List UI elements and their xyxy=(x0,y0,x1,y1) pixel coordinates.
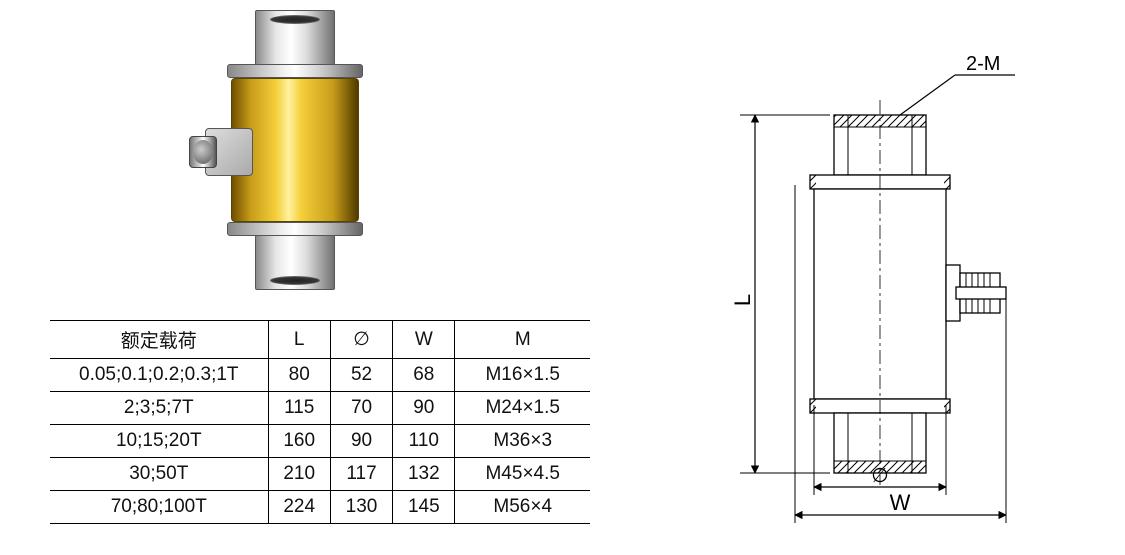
cell: 0.05;0.1;0.2;0.3;1T xyxy=(50,359,268,392)
cell: 10;15;20T xyxy=(50,425,268,458)
drawing-svg: 2-M L ∅ W xyxy=(680,55,1100,535)
cell: 160 xyxy=(268,425,330,458)
table-row: 0.05;0.1;0.2;0.3;1T 80 52 68 M16×1.5 xyxy=(50,359,590,392)
col-header-rated-load: 额定载荷 xyxy=(50,321,268,359)
table-header-row: 额定载荷 L ∅ W M xyxy=(50,321,590,359)
product-bottom-nut xyxy=(255,235,335,290)
table-row: 70;80;100T 224 130 145 M56×4 xyxy=(50,491,590,524)
cell: 90 xyxy=(393,392,455,425)
dim-L: L xyxy=(730,294,755,306)
table-row: 2;3;5;7T 115 70 90 M24×1.5 xyxy=(50,392,590,425)
cell: 70 xyxy=(330,392,392,425)
cell: 115 xyxy=(268,392,330,425)
spec-table: 额定载荷 L ∅ W M 0.05;0.1;0.2;0.3;1T 80 52 6… xyxy=(50,320,590,524)
cell: 2;3;5;7T xyxy=(50,392,268,425)
cell: 90 xyxy=(330,425,392,458)
col-header-diam: ∅ xyxy=(330,321,392,359)
page-root: 额定载荷 L ∅ W M 0.05;0.1;0.2;0.3;1T 80 52 6… xyxy=(0,0,1125,555)
cell: 130 xyxy=(330,491,392,524)
cell: 52 xyxy=(330,359,392,392)
table-body: 0.05;0.1;0.2;0.3;1T 80 52 68 M16×1.5 2;3… xyxy=(50,359,590,524)
callout-2m: 2-M xyxy=(966,55,1000,75)
col-header-M: M xyxy=(455,321,590,359)
dim-W: W xyxy=(890,490,911,515)
cell: M45×4.5 xyxy=(455,458,590,491)
cell: 145 xyxy=(393,491,455,524)
cell: M36×3 xyxy=(455,425,590,458)
cell: 117 xyxy=(330,458,392,491)
cell: 132 xyxy=(393,458,455,491)
col-header-W: W xyxy=(393,321,455,359)
product-connector xyxy=(189,136,217,168)
product-top-flange xyxy=(227,64,363,78)
cell: 68 xyxy=(393,359,455,392)
cell: M16×1.5 xyxy=(455,359,590,392)
table-row: 10;15;20T 160 90 110 M36×3 xyxy=(50,425,590,458)
table-row: 30;50T 210 117 132 M45×4.5 xyxy=(50,458,590,491)
cell: 80 xyxy=(268,359,330,392)
product-bottom-flange xyxy=(227,222,363,236)
technical-drawing: 2-M L ∅ W xyxy=(680,55,1100,535)
cell: 70;80;100T xyxy=(50,491,268,524)
dim-diam: ∅ xyxy=(871,465,888,487)
cell: 210 xyxy=(268,458,330,491)
cell: 110 xyxy=(393,425,455,458)
product-top-nut xyxy=(255,10,335,65)
cell: M56×4 xyxy=(455,491,590,524)
cell: 30;50T xyxy=(50,458,268,491)
col-header-L: L xyxy=(268,321,330,359)
cell: M24×1.5 xyxy=(455,392,590,425)
product-illustration xyxy=(195,10,405,290)
cell: 224 xyxy=(268,491,330,524)
